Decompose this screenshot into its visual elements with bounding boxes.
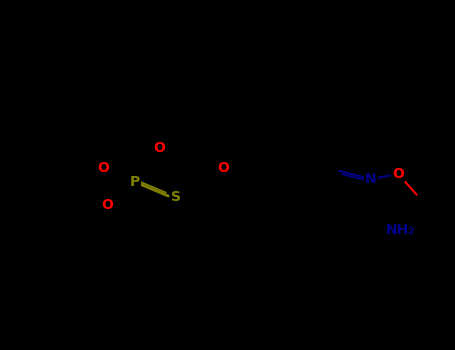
Text: O: O bbox=[217, 161, 229, 175]
Text: N: N bbox=[365, 172, 377, 186]
Text: O: O bbox=[97, 161, 109, 175]
Text: O: O bbox=[392, 167, 404, 181]
Text: O: O bbox=[444, 181, 455, 195]
Text: P: P bbox=[130, 175, 140, 189]
Text: O: O bbox=[101, 198, 114, 212]
Text: NH₂: NH₂ bbox=[385, 223, 415, 237]
Text: O: O bbox=[153, 141, 166, 155]
Text: S: S bbox=[171, 190, 181, 204]
